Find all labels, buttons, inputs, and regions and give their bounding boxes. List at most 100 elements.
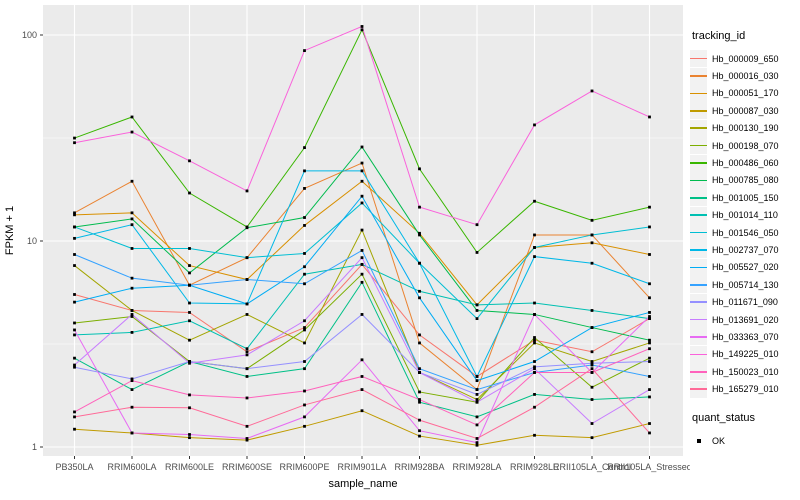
data-point — [475, 223, 479, 227]
legend-entry-label: Hb_000198_070 — [712, 140, 779, 151]
legend-key-swatch — [690, 432, 707, 449]
legend-key-swatch — [690, 363, 707, 381]
x-tick-label: RRIM928LE — [510, 462, 559, 472]
legend-entry-Hb_149225_010: Hb_149225_010 — [690, 345, 798, 363]
data-point — [475, 303, 479, 307]
data-point — [418, 231, 421, 235]
data-point — [590, 371, 594, 374]
data-point — [360, 358, 364, 362]
data-point — [360, 272, 364, 276]
data-point — [590, 241, 594, 245]
legend-entries: Hb_000009_650 Hb_000016_030 Hb_000051_170 H… — [690, 50, 798, 398]
data-point — [648, 282, 651, 286]
data-point — [130, 315, 134, 318]
data-point — [533, 338, 536, 342]
data-point — [188, 301, 191, 305]
data-point — [533, 367, 536, 371]
legend-key-swatch — [690, 171, 707, 189]
chart-plot-area: 1 10 100 PB350LA RRIM600LA RRIM600LE RRIM600SE… — [4, 5, 690, 490]
data-point — [303, 272, 306, 276]
legend-key-swatch — [690, 154, 707, 172]
data-point — [73, 264, 76, 267]
data-point — [475, 437, 479, 440]
data-point — [475, 393, 479, 396]
data-point — [73, 410, 76, 414]
data-point — [360, 169, 364, 173]
legend-key-swatch — [690, 137, 707, 155]
data-point — [245, 226, 249, 230]
data-point — [418, 398, 421, 401]
data-point — [73, 141, 76, 145]
data-point — [418, 367, 421, 371]
data-point — [533, 246, 536, 249]
data-point — [245, 256, 249, 260]
data-point — [533, 341, 536, 345]
data-point — [648, 311, 651, 314]
legend-entry-label: Hb_011671_090 — [712, 297, 778, 308]
legend-entry-label: Hb_005714_130 — [712, 279, 779, 290]
legend-key-swatch — [690, 119, 707, 137]
data-point — [130, 331, 134, 334]
legend-line-icon — [690, 110, 707, 112]
data-point — [245, 278, 249, 281]
data-point — [188, 159, 191, 163]
data-point — [130, 388, 134, 391]
data-point — [73, 300, 76, 304]
data-point — [188, 433, 191, 436]
data-point — [475, 423, 479, 427]
data-point — [533, 433, 536, 437]
data-point — [245, 375, 249, 378]
data-point — [245, 347, 249, 351]
legend-key-swatch — [690, 345, 707, 363]
data-point — [360, 179, 364, 183]
data-point — [73, 363, 76, 367]
legend-key-swatch — [690, 293, 707, 311]
data-point — [130, 223, 134, 227]
data-point — [360, 409, 364, 413]
data-point — [475, 388, 479, 391]
data-point — [73, 427, 76, 431]
data-point — [648, 315, 651, 318]
data-point — [475, 251, 479, 254]
data-point — [245, 438, 249, 442]
x-tick-label: PB350LA — [55, 462, 93, 472]
legend-line-icon — [690, 266, 707, 269]
data-point — [245, 353, 249, 357]
legend-key-swatch — [690, 189, 707, 207]
legend-entry-Hb_013691_020: Hb_013691_020 — [690, 311, 798, 329]
data-point — [73, 225, 76, 229]
data-point — [130, 179, 134, 183]
data-point — [188, 406, 191, 410]
data-point — [648, 341, 651, 345]
data-point — [533, 301, 536, 305]
data-point — [130, 309, 134, 312]
legend-key-swatch — [690, 102, 707, 120]
data-point — [130, 313, 134, 316]
data-point — [130, 247, 134, 250]
data-point — [360, 201, 364, 205]
legend-entry-Hb_001005_150: Hb_001005_150 — [690, 189, 798, 207]
data-point — [533, 336, 536, 339]
legend-entry-label: Hb_150023_010 — [712, 366, 779, 377]
data-point — [303, 389, 306, 393]
data-point — [130, 431, 134, 435]
data-point — [648, 388, 651, 391]
data-point — [360, 280, 364, 284]
data-point — [188, 283, 191, 287]
legend-entry-Hb_000051_170: Hb_000051_170 — [690, 84, 798, 102]
data-point — [188, 393, 191, 397]
data-point — [533, 233, 536, 237]
legend-entry-label: Hb_165279_010 — [712, 384, 779, 395]
data-point — [648, 115, 651, 119]
y-tick-label: 100 — [22, 30, 37, 40]
legend-line-icon — [690, 336, 707, 338]
data-point — [188, 436, 191, 440]
data-point — [303, 49, 306, 52]
data-point — [648, 375, 651, 378]
x-tick-label: RRIM600SE — [222, 462, 272, 472]
data-point — [590, 367, 594, 371]
data-point — [245, 396, 249, 400]
legend-line-icon — [690, 370, 707, 373]
data-point — [188, 247, 191, 250]
